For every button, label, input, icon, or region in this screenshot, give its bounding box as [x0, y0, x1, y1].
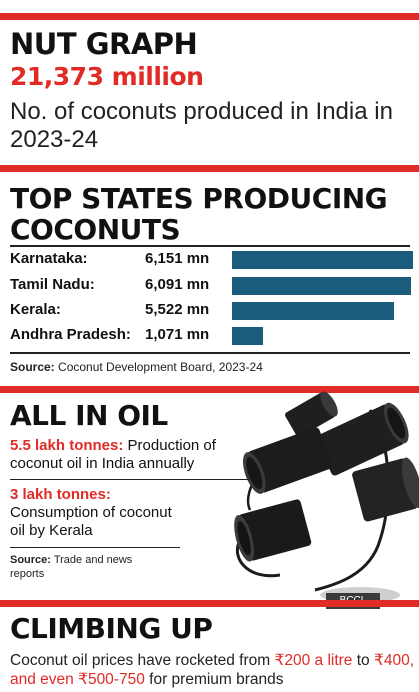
oil-fact-text: Production of coconut oil in India annua…: [10, 437, 216, 472]
bar-value-label: 6,151 mn: [145, 250, 210, 267]
source-text: Coconut Development Board, 2023-24: [58, 360, 263, 374]
bar: [232, 277, 411, 295]
section-red-rule: [0, 165, 419, 172]
bar-state-label: Andhra Pradesh:: [10, 326, 131, 343]
source-label: Source:: [10, 360, 55, 374]
all-in-oil-source: Source: Trade and news reports: [10, 553, 140, 581]
climb-text: for premium brands: [144, 671, 284, 688]
bar-row-karnataka: Karnataka: 6,151 mn: [10, 249, 413, 271]
oil-fact-production: 5.5 lakh tonnes: Production of coconut o…: [10, 437, 250, 473]
oil-fact-highlight: 5.5 lakh tonnes:: [10, 437, 124, 454]
bar-row-tamil-nadu: Tamil Nadu: 6,091 mn: [10, 275, 411, 297]
bar: [232, 327, 264, 345]
climb-highlight: ₹200 a litre: [274, 652, 353, 669]
oil-fact-consumption: 3 lakh tonnes: Consumption of coconut oi…: [10, 486, 180, 540]
top-red-rule: [0, 13, 419, 20]
oil-divider: [10, 479, 250, 480]
nut-graph-title: NUT GRAPH: [10, 27, 198, 61]
all-in-oil-title: ALL IN OIL: [10, 399, 168, 432]
section-red-rule: [0, 386, 419, 393]
nut-graph-value: 21,373 million: [10, 62, 204, 91]
bar-state-label: Karnataka:: [10, 250, 88, 267]
bar-row-kerala: Kerala: 5,522 mn: [10, 300, 410, 322]
top-states-title: TOP STATES PRODUCING COCONUTS: [10, 182, 388, 246]
bar-state-label: Kerala:: [10, 301, 61, 318]
bar-value-label: 6,091 mn: [145, 276, 210, 293]
section-red-rule: [0, 600, 419, 607]
climb-text: Coconut oil prices have rocketed from: [10, 652, 275, 669]
bar: [232, 251, 413, 269]
top-states-source: Source: Coconut Development Board, 2023-…: [10, 360, 263, 374]
oil-fact-highlight: 3 lakh tonnes:: [10, 486, 111, 503]
oil-fact-text: Consumption of coconut oil by Kerala: [10, 504, 172, 539]
oil-divider: [10, 547, 180, 548]
bar-row-andhra-pradesh: Andhra Pradesh: 1,071 mn: [10, 325, 410, 347]
oil-barrels-illustration: [234, 391, 419, 603]
nut-graph-description: No. of coconuts produced in India in 202…: [10, 98, 393, 153]
climbing-up-description: Coconut oil prices have rocketed from ₹2…: [10, 651, 415, 689]
source-text: Trade and news reports: [10, 554, 133, 580]
chart-bottom-rule: [10, 352, 410, 354]
bar-value-label: 5,522 mn: [145, 301, 210, 318]
climb-highlight: ₹400, and even ₹500-750: [10, 652, 414, 688]
climbing-up-title: CLIMBING UP: [10, 612, 213, 645]
climb-text: to: [352, 652, 374, 669]
bar: [232, 302, 395, 320]
bar-value-label: 1,071 mn: [145, 326, 210, 343]
chart-top-rule: [10, 245, 410, 247]
bar-state-label: Tamil Nadu:: [10, 276, 95, 293]
source-label: Source:: [10, 554, 51, 566]
